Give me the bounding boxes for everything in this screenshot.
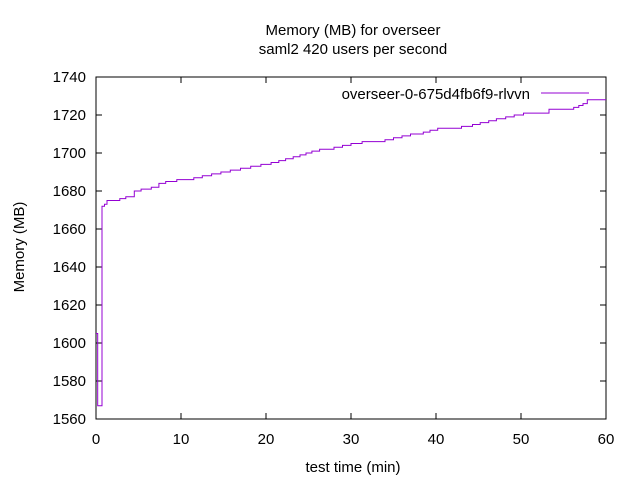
x-tick-label: 50 [513, 431, 530, 448]
y-tick-label: 1580 [53, 373, 86, 390]
x-tick-label: 40 [428, 431, 445, 448]
y-axis-label: Memory (MB) [11, 202, 28, 293]
y-tick-label: 1600 [53, 335, 86, 352]
series-line [96, 99, 606, 407]
chart-title: Memory (MB) for overseer [265, 22, 440, 39]
y-tick-label: 1740 [53, 69, 86, 86]
y-tick-label: 1700 [53, 145, 86, 162]
y-tick-label: 1560 [53, 411, 86, 428]
legend: overseer-0-675d4fb6f9-rlvvn [342, 86, 589, 103]
y-tick-label: 1620 [53, 297, 86, 314]
y-tick-label: 1660 [53, 221, 86, 238]
x-axis-label: test time (min) [305, 459, 400, 476]
y-tick-label: 1680 [53, 183, 86, 200]
plot-border [95, 76, 607, 420]
x-tick-label: 10 [173, 431, 190, 448]
x-tick-label: 30 [343, 431, 360, 448]
y-tick-label: 1720 [53, 107, 86, 124]
y-tick-label: 1640 [53, 259, 86, 276]
x-tick-label: 60 [598, 431, 615, 448]
axes: 0 10 20 30 40 50 60 1560 1580 1600 1620 1640 1660 168… [53, 69, 615, 448]
legend-label: overseer-0-675d4fb6f9-rlvvn [342, 86, 530, 103]
x-tick-label: 20 [258, 431, 275, 448]
chart-subtitle: saml2 420 users per second [259, 41, 447, 58]
plot-area [96, 99, 606, 407]
x-tick-label: 0 [92, 431, 100, 448]
